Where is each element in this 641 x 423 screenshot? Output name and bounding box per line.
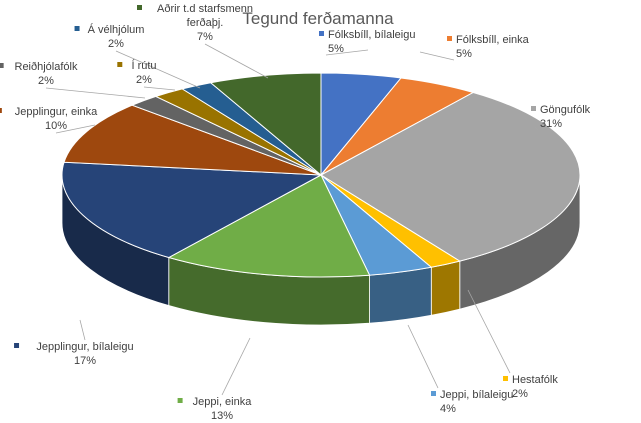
data-label: 2% xyxy=(108,38,124,50)
leader-line xyxy=(325,49,369,56)
data-label: 31% xyxy=(540,118,562,130)
legend-marker xyxy=(0,108,2,113)
pie-slice xyxy=(209,72,322,177)
data-label: Jepplingur, einka xyxy=(15,106,98,118)
data-label: 7% xyxy=(197,31,213,43)
legend-marker xyxy=(319,31,324,36)
leader-line xyxy=(204,43,269,79)
leader-line xyxy=(79,319,86,341)
leader-line xyxy=(419,51,455,61)
data-label: Í rútu xyxy=(131,59,156,72)
legend-marker xyxy=(117,62,123,67)
data-label: Hestafólk xyxy=(512,374,558,386)
legend-marker xyxy=(0,63,4,68)
legend-marker xyxy=(503,376,508,381)
data-label: Göngufólk xyxy=(540,104,591,116)
leader-line xyxy=(407,324,439,389)
data-label: Jeppi, bílaleigu xyxy=(440,389,513,401)
chart-title: Tegund ferðamanna xyxy=(242,9,394,28)
leader-line xyxy=(467,289,511,374)
pie-slice-side xyxy=(430,260,461,316)
pie-slice xyxy=(61,161,323,259)
legend-marker xyxy=(74,26,80,31)
data-label: ferðaþj. xyxy=(187,17,224,29)
data-label: Fólksbíll, bílaleigu xyxy=(328,29,415,41)
data-label: Jepplingur, bílaleigu xyxy=(36,341,133,353)
legend-marker xyxy=(14,343,20,348)
data-label: 5% xyxy=(456,48,472,60)
pie-slice xyxy=(320,91,581,262)
data-label: 2% xyxy=(136,74,152,86)
data-label: Reiðhjólafólk xyxy=(15,61,78,73)
data-label: 4% xyxy=(440,403,456,415)
pie-slice-side xyxy=(369,266,432,324)
pie-slice xyxy=(63,104,322,176)
leader-lines xyxy=(45,43,539,396)
leader-line xyxy=(55,124,96,134)
data-label: Jeppi, einka xyxy=(193,396,253,408)
data-label: Á vélhjólum xyxy=(88,23,145,36)
data-label: 2% xyxy=(512,388,528,400)
data-label: Fólksbíll, einka xyxy=(456,34,530,46)
legend-marker xyxy=(531,106,536,111)
leader-line xyxy=(45,87,146,99)
legend-marker xyxy=(431,391,436,396)
data-label: 5% xyxy=(328,43,344,55)
leader-line xyxy=(143,86,176,91)
legend-marker xyxy=(177,398,183,403)
leader-line xyxy=(524,117,539,131)
data-label: 13% xyxy=(211,410,233,422)
data-label: Aðrir t.d starfsmenn xyxy=(157,3,253,15)
data-labels: Fólksbíll, bílaleigu 5% Fólksbíll, einka 5%… xyxy=(0,3,591,422)
data-label: 10% xyxy=(45,120,67,132)
leader-line xyxy=(115,50,201,89)
legend-marker xyxy=(137,5,142,10)
leader-line xyxy=(221,337,251,396)
data-label: 2% xyxy=(38,75,54,87)
pie-slices xyxy=(61,72,581,326)
pie-slice xyxy=(167,174,371,278)
data-label: 17% xyxy=(74,355,96,367)
legend-marker xyxy=(447,36,452,41)
